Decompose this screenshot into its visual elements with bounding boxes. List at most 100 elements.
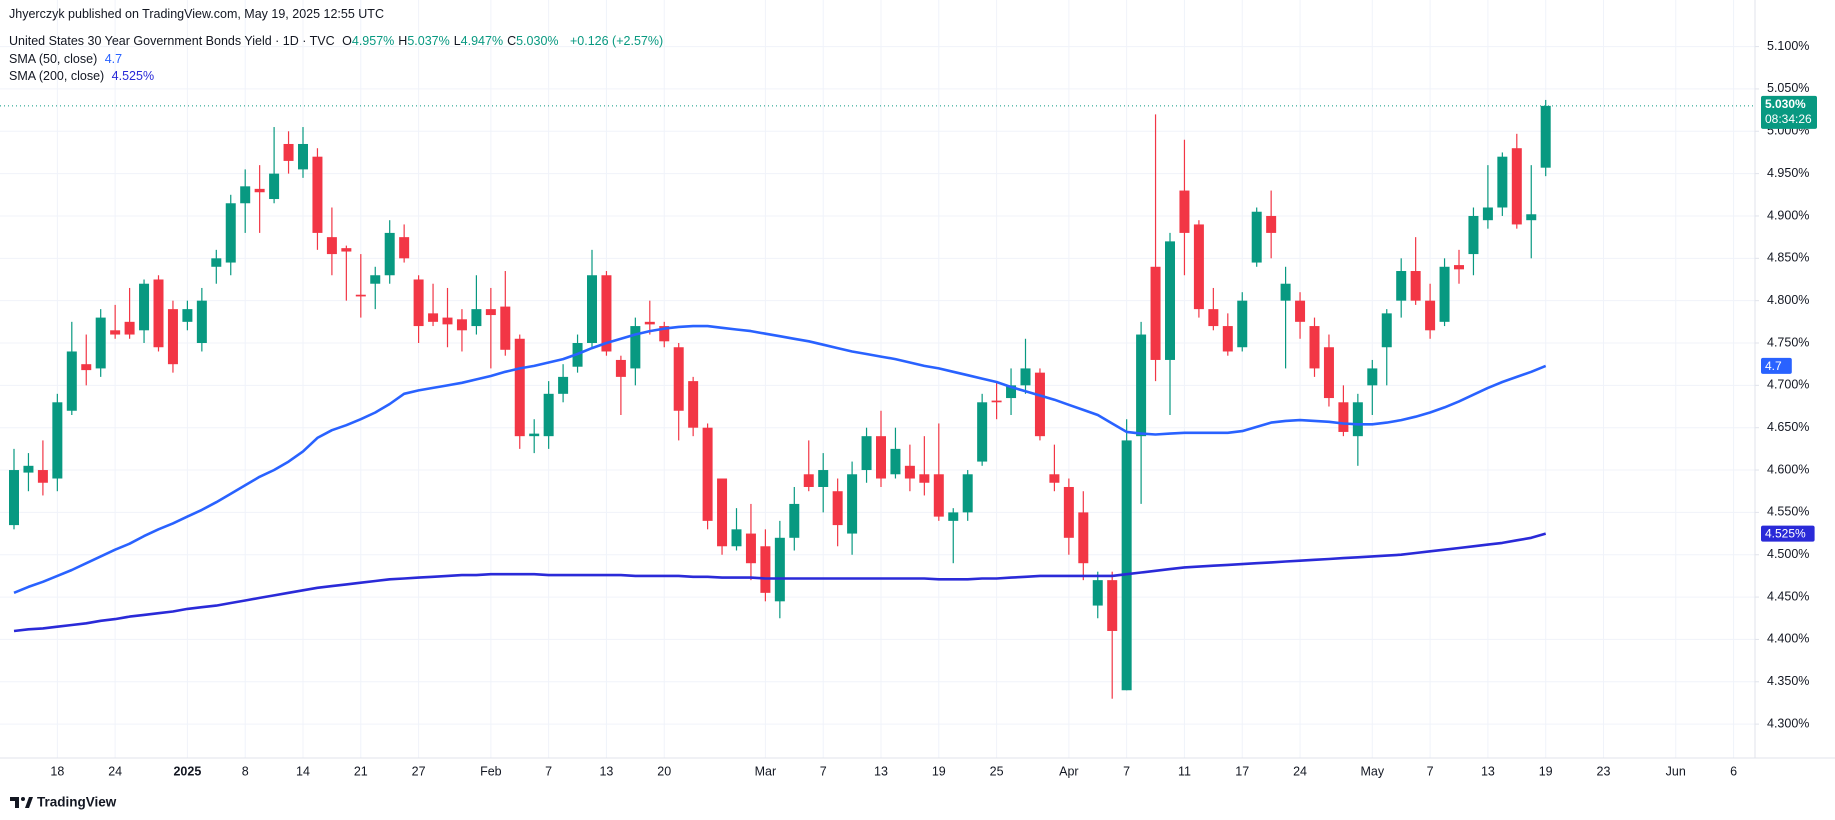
- x-tick-label: 27: [412, 764, 426, 778]
- candle-body: [904, 465, 915, 479]
- candle-body: [1482, 207, 1493, 221]
- candle-body: [298, 143, 308, 170]
- candle-body: [428, 313, 439, 322]
- candle-body: [818, 470, 829, 487]
- x-tick-label: 7: [1427, 764, 1434, 778]
- ohlc-values: O4.957% H5.037% L4.947% C5.030%: [342, 34, 562, 48]
- candle-body: [182, 309, 193, 322]
- x-tick-label: Apr: [1059, 764, 1078, 778]
- candle-body: [789, 503, 800, 538]
- candle-body: [471, 309, 482, 327]
- candle-body: [832, 491, 843, 526]
- candle-body: [688, 381, 699, 428]
- x-tick-label: 7: [545, 764, 552, 778]
- candle-body: [529, 433, 540, 437]
- candle-body: [1396, 271, 1407, 301]
- candle-body: [312, 156, 323, 233]
- axes: 4.300% 4.350% 4.400% 4.450% 4.500% 4.550% 4.60…: [50, 39, 1817, 778]
- x-tick-label: 24: [108, 764, 122, 778]
- candle-body: [1338, 402, 1349, 432]
- y-tick-label: 4.550%: [1767, 505, 1809, 519]
- candle-body: [283, 143, 294, 161]
- candle-body: [1381, 313, 1392, 348]
- candle-body: [644, 321, 655, 325]
- y-tick-label: 4.750%: [1767, 335, 1809, 349]
- x-tick-label: 17: [1235, 764, 1249, 778]
- indicator-value: 4.7: [104, 52, 123, 66]
- y-tick-label: 4.500%: [1767, 547, 1809, 561]
- candle-body: [399, 237, 410, 259]
- candle-body: [1078, 512, 1089, 564]
- candle-body: [1020, 368, 1031, 386]
- candle-body: [355, 294, 366, 297]
- ohlc-value: 4.957%: [351, 34, 395, 48]
- candle-body: [139, 283, 150, 331]
- sma-price-tag-label: 4.525%: [1765, 527, 1806, 541]
- x-tick-label: 14: [296, 764, 310, 778]
- candle-body: [341, 248, 352, 252]
- candle-body: [673, 347, 684, 411]
- candle-body: [81, 364, 92, 371]
- last-price-label: 5.030%: [1765, 97, 1806, 111]
- candle-body: [1425, 300, 1436, 331]
- ohlc-value: 5.030%: [516, 34, 559, 48]
- candle-body: [500, 306, 511, 350]
- y-tick-label: 4.400%: [1767, 632, 1809, 646]
- candle-body: [1034, 372, 1045, 437]
- last-price-tag: [1761, 95, 1817, 129]
- x-tick-label: Feb: [480, 764, 502, 778]
- candle-body: [52, 402, 63, 479]
- candle-body: [384, 232, 395, 276]
- y-tick-label: 4.850%: [1767, 251, 1809, 265]
- candle-body: [326, 237, 337, 255]
- x-tick-label: 8: [242, 764, 249, 778]
- candle-body: [933, 474, 944, 517]
- candle-body: [485, 309, 496, 316]
- candle-body: [1179, 190, 1190, 233]
- candle-body: [731, 529, 742, 547]
- candle-body: [1150, 266, 1161, 360]
- candle-body: [240, 186, 251, 204]
- ohlc-value: 5.037%: [407, 34, 450, 48]
- candle-body: [1006, 385, 1017, 399]
- y-tick-label: 4.600%: [1767, 462, 1809, 476]
- candle-body: [991, 400, 1002, 403]
- candle-body: [9, 470, 19, 526]
- sma-line: [13, 532, 1547, 633]
- sma200-legend: SMA (200, close) 4.525%: [9, 69, 158, 83]
- candle-body: [702, 427, 713, 521]
- sma-price-tag: [1761, 525, 1815, 542]
- candle-body: [1410, 271, 1421, 301]
- logo-mark: [10, 797, 19, 808]
- candle-body: [456, 319, 467, 331]
- logo-dot: [21, 797, 25, 801]
- candle-body: [774, 537, 785, 602]
- ohlc-key: O: [342, 34, 352, 48]
- x-tick-label: May: [1360, 764, 1384, 778]
- indicator-name: SMA (50, close): [9, 52, 98, 66]
- x-tick-label: 25: [990, 764, 1004, 778]
- candle-body: [615, 359, 626, 377]
- x-tick-label: Mar: [755, 764, 777, 778]
- candle-body: [1208, 309, 1219, 327]
- y-tick-label: 5.100%: [1767, 39, 1809, 53]
- brand-name: TradingView: [37, 795, 117, 810]
- candle-body: [1511, 148, 1522, 225]
- x-tick-label: 2025: [173, 764, 201, 778]
- x-tick-label: 11: [1178, 764, 1191, 778]
- candle-body: [514, 338, 525, 437]
- x-tick-label: 19: [932, 764, 946, 778]
- x-tick-label: 7: [820, 764, 827, 778]
- y-tick-label: 5.050%: [1767, 81, 1809, 95]
- candle-body: [153, 279, 164, 348]
- candle-body: [861, 436, 872, 471]
- sma50-legend: SMA (50, close) 4.7: [9, 52, 126, 66]
- candle-body: [760, 546, 771, 593]
- logo-mark: [25, 797, 33, 808]
- candle-body: [977, 402, 988, 462]
- ohlc-key: L: [453, 34, 461, 48]
- candle-body: [1165, 241, 1175, 360]
- x-tick-label: 21: [354, 764, 368, 778]
- candle-body: [413, 279, 424, 327]
